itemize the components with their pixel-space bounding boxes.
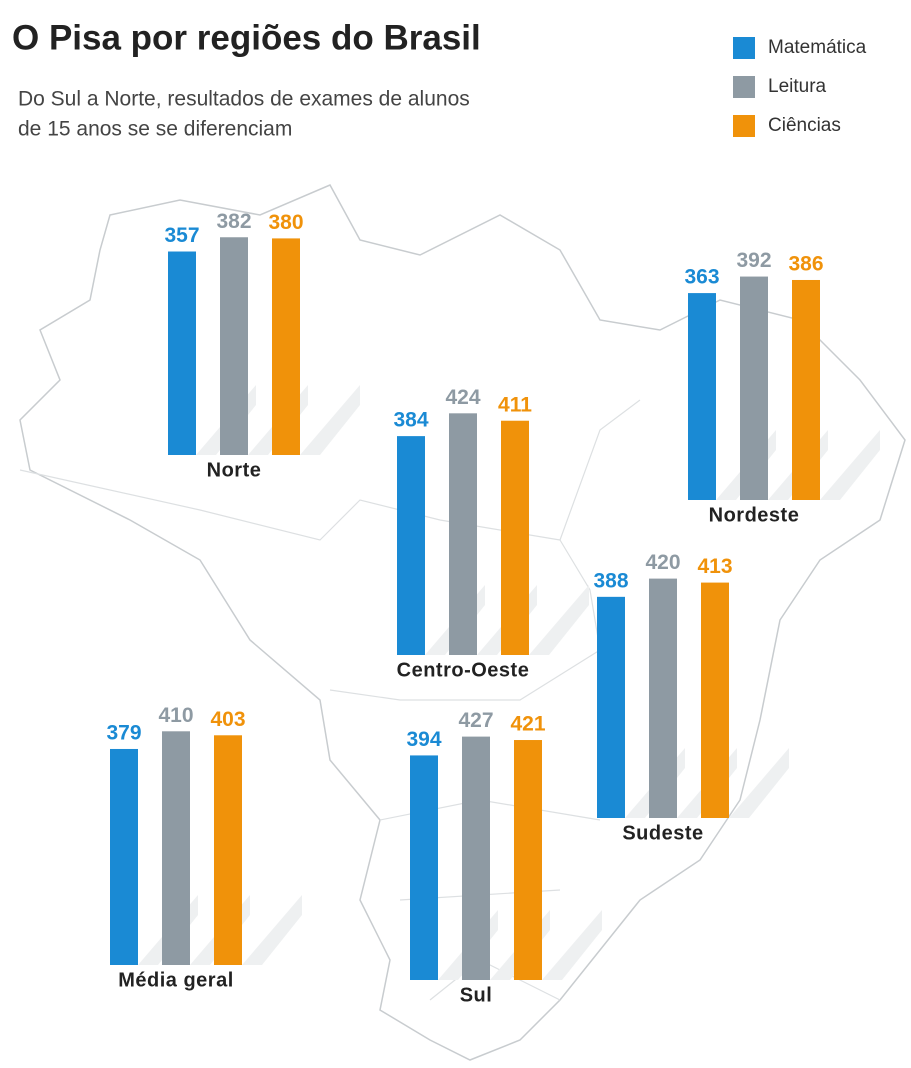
bar [597,596,625,818]
bar [740,276,768,500]
legend-label: Matemática [768,37,867,58]
category-label: Sudeste [622,822,703,844]
bar-shadow [300,385,360,455]
bar-shadow [729,748,789,818]
category-label: Nordeste [709,504,800,526]
bar [501,420,529,655]
data-label: 388 [593,569,628,592]
data-label: 411 [498,393,532,416]
data-label: 403 [210,708,245,731]
data-label: 413 [697,555,732,578]
bar [220,237,248,455]
bar [214,735,242,965]
data-label: 384 [393,409,428,432]
bar-shadow [242,895,302,965]
bar-shadow [529,585,589,655]
data-label: 394 [406,728,441,751]
data-label: 410 [158,704,193,727]
bar [649,578,677,818]
data-label: 363 [684,266,719,289]
bar [514,740,542,980]
bar [792,279,820,500]
bar [449,413,477,655]
bar [397,436,425,655]
data-label: 382 [216,210,251,233]
subtitle: de 15 anos se se diferenciam [18,118,292,141]
bar [462,736,490,980]
legend-label: Leitura [768,76,827,97]
bar-shadow [820,430,880,500]
data-label: 427 [458,709,493,732]
bar [162,731,190,965]
legend-swatch [733,115,755,137]
category-label: Média geral [118,969,234,991]
data-label: 357 [164,224,199,247]
subtitle: Do Sul a Norte, resultados de exames de … [18,88,470,111]
category-label: Norte [207,459,262,481]
bar [688,293,716,500]
legend-swatch [733,37,755,59]
data-label: 379 [106,722,141,745]
bar [110,748,138,965]
chart-title: O Pisa por regiões do Brasil [12,18,481,57]
data-label: 420 [645,551,680,574]
bar [410,755,438,980]
legend-swatch [733,76,755,98]
bar [168,251,196,455]
data-label: 392 [736,249,771,272]
data-label: 424 [445,386,480,409]
legend-label: Ciências [768,115,841,136]
map-outline [19,184,906,1061]
bar [272,238,300,455]
data-label: 421 [510,713,545,736]
bar [701,582,729,818]
data-label: 380 [268,211,303,234]
bar-shadow [542,910,602,980]
category-label: Centro-Oeste [397,659,530,681]
category-label: Sul [460,984,493,1006]
data-label: 386 [788,253,823,276]
